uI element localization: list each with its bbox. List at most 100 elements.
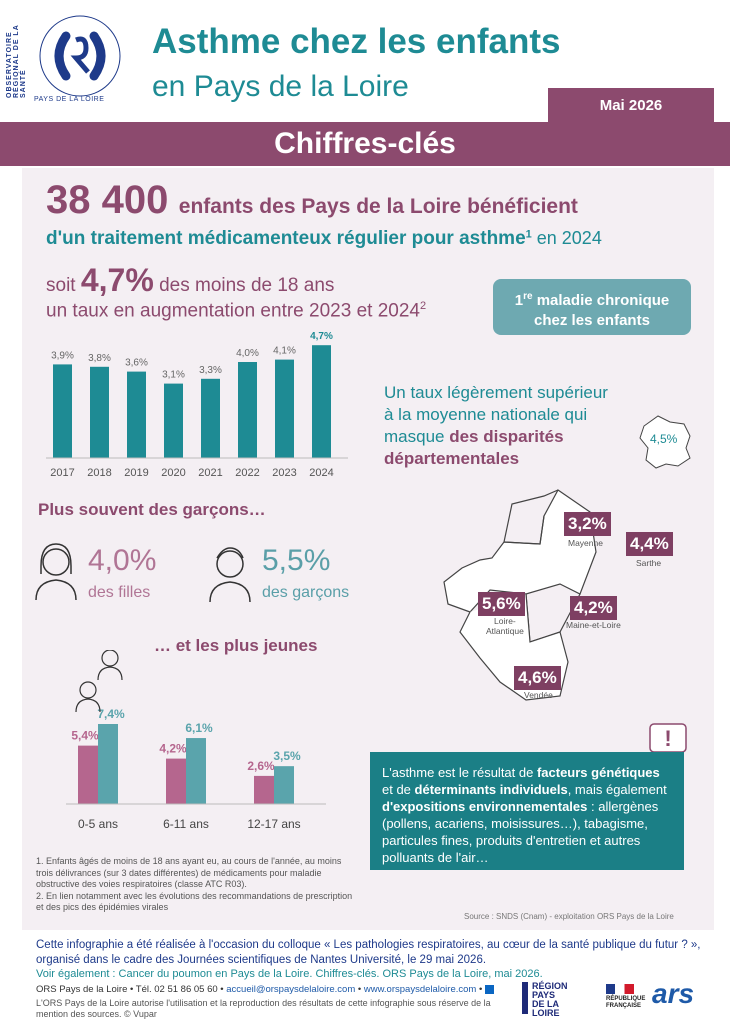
girl-small-icon xyxy=(75,681,101,713)
age-tick-label: 0-5 ans xyxy=(78,817,118,831)
year-bar-2024 xyxy=(312,345,331,458)
year-bar-2017 xyxy=(53,364,72,458)
year-value-label: 4,1% xyxy=(273,346,296,357)
year-tick-label: 2019 xyxy=(124,467,148,479)
girls-label: des filles xyxy=(88,584,151,601)
linkedin-icon[interactable] xyxy=(484,984,494,994)
year-value-label: 3,3% xyxy=(199,365,222,376)
age-value-label: 4,2% xyxy=(159,742,187,756)
girl-icon xyxy=(35,543,77,600)
year-tick-label: 2021 xyxy=(198,467,222,479)
map-name-loire-atlantique: Loire- Atlantique xyxy=(486,616,524,636)
logo-text-bottom: PAYS DE LA LOIRE xyxy=(34,96,105,103)
age-value-label: 2,6% xyxy=(247,759,275,773)
age-bar-boys-0-5 ans xyxy=(98,724,118,804)
age-bar-boys-12-17 ans xyxy=(274,766,294,804)
headline-line2: d'un traitement médicamenteux régulier p… xyxy=(46,228,602,250)
year-value-label: 4,0% xyxy=(236,348,259,359)
title-line1: Asthme chez les enfants xyxy=(152,22,561,61)
boy-icon xyxy=(209,547,251,602)
year-value-label: 3,6% xyxy=(125,358,148,369)
headline-pct: 4,7% xyxy=(80,262,154,298)
national-text: Un taux légèrement supérieur à la moyenn… xyxy=(384,382,608,470)
girls-value: 4,0% xyxy=(88,544,157,577)
national-line2: à la moyenne nationale qui xyxy=(384,405,588,424)
trend-text: un taux en augmentation entre 2023 et 20… xyxy=(46,300,420,322)
info-box: L'asthme est le résultat de facteurs gén… xyxy=(370,752,684,870)
age-bar-girls-12-17 ans xyxy=(254,775,274,804)
age-bar-boys-6-11 ans xyxy=(186,738,206,804)
map-value-mayenne: 3,2% xyxy=(564,512,611,536)
france-map-icon xyxy=(639,415,691,469)
pill-num: 1 xyxy=(514,292,524,309)
year-bar-2021 xyxy=(201,378,220,458)
source-text: Source : SNDS (Cnam) - exploitation ORS … xyxy=(464,912,674,921)
banner-title: Chiffres-clés xyxy=(274,127,456,160)
age-bar-girls-6-11 ans xyxy=(166,758,186,804)
year-bar-2019 xyxy=(127,371,146,458)
soit-text: soit xyxy=(46,275,81,296)
age-value-label: 5,4% xyxy=(71,729,99,743)
age-value-label: 3,5% xyxy=(273,749,301,763)
headline-text2: d'un traitement médicamenteux régulier p… xyxy=(46,228,526,249)
headline-line3: soit 4,7% des moins de 18 ans xyxy=(46,262,334,299)
map-name-maine-et-loire: Maine-et-Loire xyxy=(566,620,621,630)
title-line2: en Pays de la Loire xyxy=(152,70,409,103)
year-tick-label: 2024 xyxy=(309,467,333,479)
note1: 1. Enfants âgés de moins de 18 ans ayant… xyxy=(36,856,342,889)
year-bar-2020 xyxy=(164,383,183,458)
date-box: Mai 2026 xyxy=(548,88,714,122)
year-tick-label: 2018 xyxy=(87,467,111,479)
year-tick-label: 2023 xyxy=(272,467,296,479)
svg-text:!: ! xyxy=(664,726,671,751)
email-link[interactable]: accueil@orspaysdelaloire.com xyxy=(226,984,356,995)
footer-see-also: Voir également : Cancer du poumon en Pay… xyxy=(36,968,543,980)
year-bar-2023 xyxy=(275,359,294,458)
headline-line4: un taux en augmentation entre 2023 et 20… xyxy=(46,300,426,322)
national-line4: départementales xyxy=(384,449,520,468)
trend-sup: 2 xyxy=(419,300,427,312)
headline-number: 38 400 xyxy=(46,178,169,222)
national-line1: Un taux légèrement supérieur xyxy=(384,383,608,402)
year-tick-label: 2022 xyxy=(235,467,259,479)
year-value-label: 3,1% xyxy=(162,370,185,381)
map-value-loire-atlantique: 5,6% xyxy=(478,592,525,616)
headline-text3: en 2024 xyxy=(531,228,602,248)
website-link[interactable]: www.orspaysdelaloire.com xyxy=(363,984,477,995)
year-value-label: 4,7% xyxy=(310,331,333,342)
boys-label: des garçons xyxy=(262,584,350,601)
age-value-label: 7,4% xyxy=(97,707,125,721)
year-value-label: 3,9% xyxy=(51,350,74,361)
map-value-maine-et-loire: 4,2% xyxy=(570,596,617,620)
map-name-vendee: Vendée xyxy=(524,690,553,700)
age-value-label: 6,1% xyxy=(185,721,213,735)
ars-logo: ars xyxy=(652,978,695,1009)
headline-text1: enfants des Pays de la Loire bénéficient xyxy=(178,195,578,218)
national-line3b: des disparités xyxy=(449,427,564,446)
age-bar-chart: 5,4% 7,4% 0-5 ans 4,2% 6,1% 6-11 ans 2,6%3,5% 1… xyxy=(66,650,326,831)
year-value-label: 3,8% xyxy=(88,353,111,364)
year-bar-2018 xyxy=(90,366,109,458)
pill-line2: chez les enfants xyxy=(534,312,650,329)
logo-text-vertical: OBSERVATOIRE RÉGIONAL DE LA SANTÉ xyxy=(6,24,27,98)
region-logo: RÉGION PAYS DE LA LOIRE xyxy=(532,981,568,1018)
footer-colloque: Cette infographie a été réalisée à l'occ… xyxy=(36,939,701,966)
map-name-mayenne: Mayenne xyxy=(568,538,603,548)
year-tick-label: 2020 xyxy=(161,467,185,479)
ors-logo xyxy=(20,10,140,110)
footer-contact: ORS Pays de la Loire • Tél. 02 51 86 05 … xyxy=(36,984,494,995)
pill-sup: re xyxy=(523,291,533,302)
note2: 2. En lien notamment avec les évolutions… xyxy=(36,890,353,913)
map-value-vendee: 4,6% xyxy=(514,666,561,690)
gender-heading: Plus souvent des garçons… xyxy=(38,500,266,519)
pill-line1: maladie chronique xyxy=(532,292,670,309)
pct-text: des moins de 18 ans xyxy=(153,275,335,296)
chronic-disease-pill: 1re maladie chronique chez les enfants xyxy=(493,279,691,335)
map-name-sarthe: Sarthe xyxy=(636,558,662,568)
banner-bar xyxy=(0,122,730,166)
year-tick-label: 2017 xyxy=(50,467,74,479)
headline-sup: 1 xyxy=(525,228,532,241)
age-tick-label: 6-11 ans xyxy=(163,817,209,831)
map-value-sarthe: 4,4% xyxy=(626,532,673,556)
footer-rights: L'ORS Pays de la Loire autorise l'utilis… xyxy=(36,998,491,1019)
